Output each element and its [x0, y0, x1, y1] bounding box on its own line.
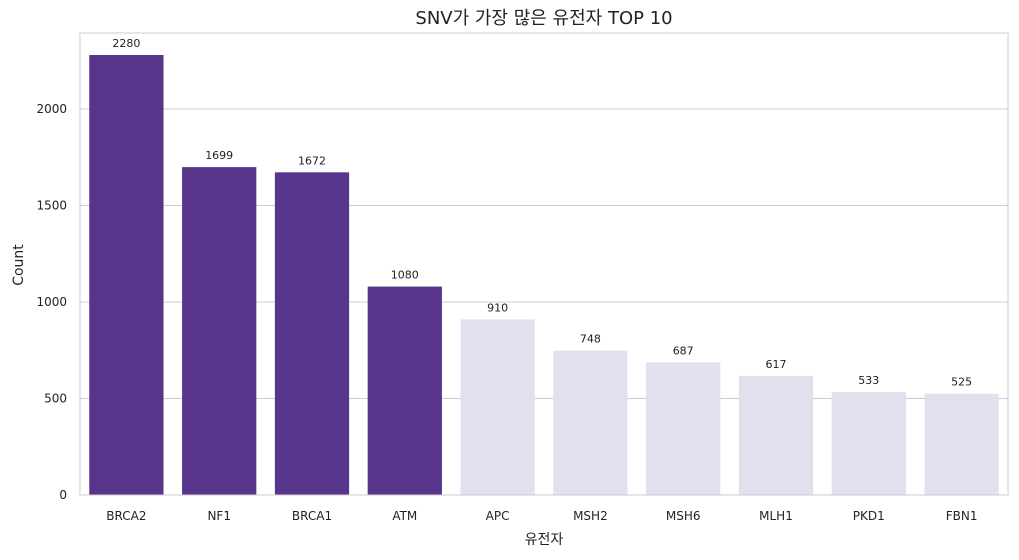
- data-label-nf1: 1699: [205, 149, 233, 162]
- x-axis-label: 유전자: [525, 532, 564, 548]
- bar-brca1: [274, 172, 350, 496]
- bar-pkd1: [831, 392, 906, 495]
- x-tick-labels: BRCA2 NF1 BRCA1 ATM APC MSH2 MSH6 MLH1 PKD1 FBN1: [106, 509, 977, 523]
- bar-apc: [460, 319, 535, 495]
- data-label-apc: 910: [487, 301, 508, 314]
- data-label-fbn1: 525: [951, 376, 972, 389]
- bar-mlh1: [738, 375, 814, 495]
- y-tick-labels: 0 500 1000 1500 2000: [36, 102, 67, 502]
- bars: [89, 55, 999, 496]
- data-label-atm: 1080: [391, 269, 419, 282]
- y-tick-label: 0: [59, 488, 67, 502]
- y-axis-label: Count: [11, 244, 27, 286]
- bar-msh6: [646, 362, 721, 495]
- bar-msh2: [553, 350, 628, 495]
- data-label-msh2: 748: [580, 333, 601, 346]
- data-label-brca2: 2280: [112, 37, 140, 50]
- bar-fbn1: [924, 393, 999, 495]
- data-label-mlh1: 617: [766, 358, 787, 371]
- bar-brca2: [89, 55, 164, 495]
- x-tick-label-pkd1: PKD1: [853, 509, 885, 523]
- bar-atm: [367, 286, 442, 495]
- data-label-msh6: 687: [673, 344, 694, 357]
- data-labels: 2280 1699 1672 1080 910 748 687 617 533 525: [112, 37, 972, 389]
- x-tick-label-fbn1: FBN1: [946, 509, 978, 523]
- plot-frame: [79, 32, 1009, 496]
- x-tick-label-atm: ATM: [392, 509, 417, 523]
- x-tick-label-nf1: NF1: [207, 509, 231, 523]
- y-tick-label: 500: [44, 392, 67, 406]
- x-tick-label-msh2: MSH2: [573, 509, 608, 523]
- x-tick-label-msh6: MSH6: [666, 509, 701, 523]
- y-tick-label: 2000: [36, 102, 67, 116]
- x-tick-label-brca2: BRCA2: [106, 509, 146, 523]
- y-tick-label: 1500: [36, 199, 67, 213]
- y-tick-label: 1000: [36, 295, 67, 309]
- bar-nf1: [182, 167, 257, 495]
- chart-title: SNV가 가장 많은 유전자 TOP 10: [415, 8, 672, 29]
- x-tick-label-apc: APC: [486, 509, 510, 523]
- data-label-pkd1: 533: [858, 374, 879, 387]
- x-tick-label-brca1: BRCA1: [292, 509, 332, 523]
- x-tick-label-mlh1: MLH1: [759, 509, 793, 523]
- data-label-brca1: 1672: [298, 154, 326, 167]
